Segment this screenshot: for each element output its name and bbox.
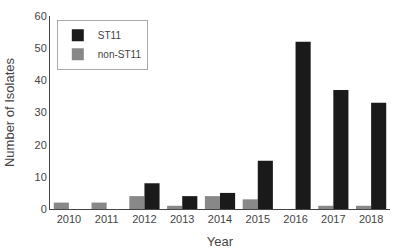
svg-text:2014: 2014 <box>208 213 232 225</box>
svg-text:2012: 2012 <box>132 213 156 225</box>
svg-text:non-ST11: non-ST11 <box>98 49 142 60</box>
svg-text:ST11: ST11 <box>98 30 122 41</box>
svg-text:2017: 2017 <box>321 213 345 225</box>
svg-text:20: 20 <box>35 139 47 151</box>
svg-text:50: 50 <box>35 42 47 54</box>
svg-text:Number of Isolates: Number of Isolates <box>2 57 17 167</box>
svg-text:2010: 2010 <box>57 213 81 225</box>
svg-text:2013: 2013 <box>170 213 194 225</box>
svg-text:30: 30 <box>35 106 47 118</box>
svg-text:2016: 2016 <box>283 213 307 225</box>
svg-text:60: 60 <box>35 10 47 22</box>
svg-text:2011: 2011 <box>95 213 119 225</box>
svg-text:Year: Year <box>207 234 234 249</box>
svg-text:2018: 2018 <box>359 213 383 225</box>
svg-text:2015: 2015 <box>246 213 270 225</box>
svg-text:40: 40 <box>35 74 47 86</box>
svg-text:10: 10 <box>35 171 47 183</box>
svg-text:0: 0 <box>41 203 47 215</box>
